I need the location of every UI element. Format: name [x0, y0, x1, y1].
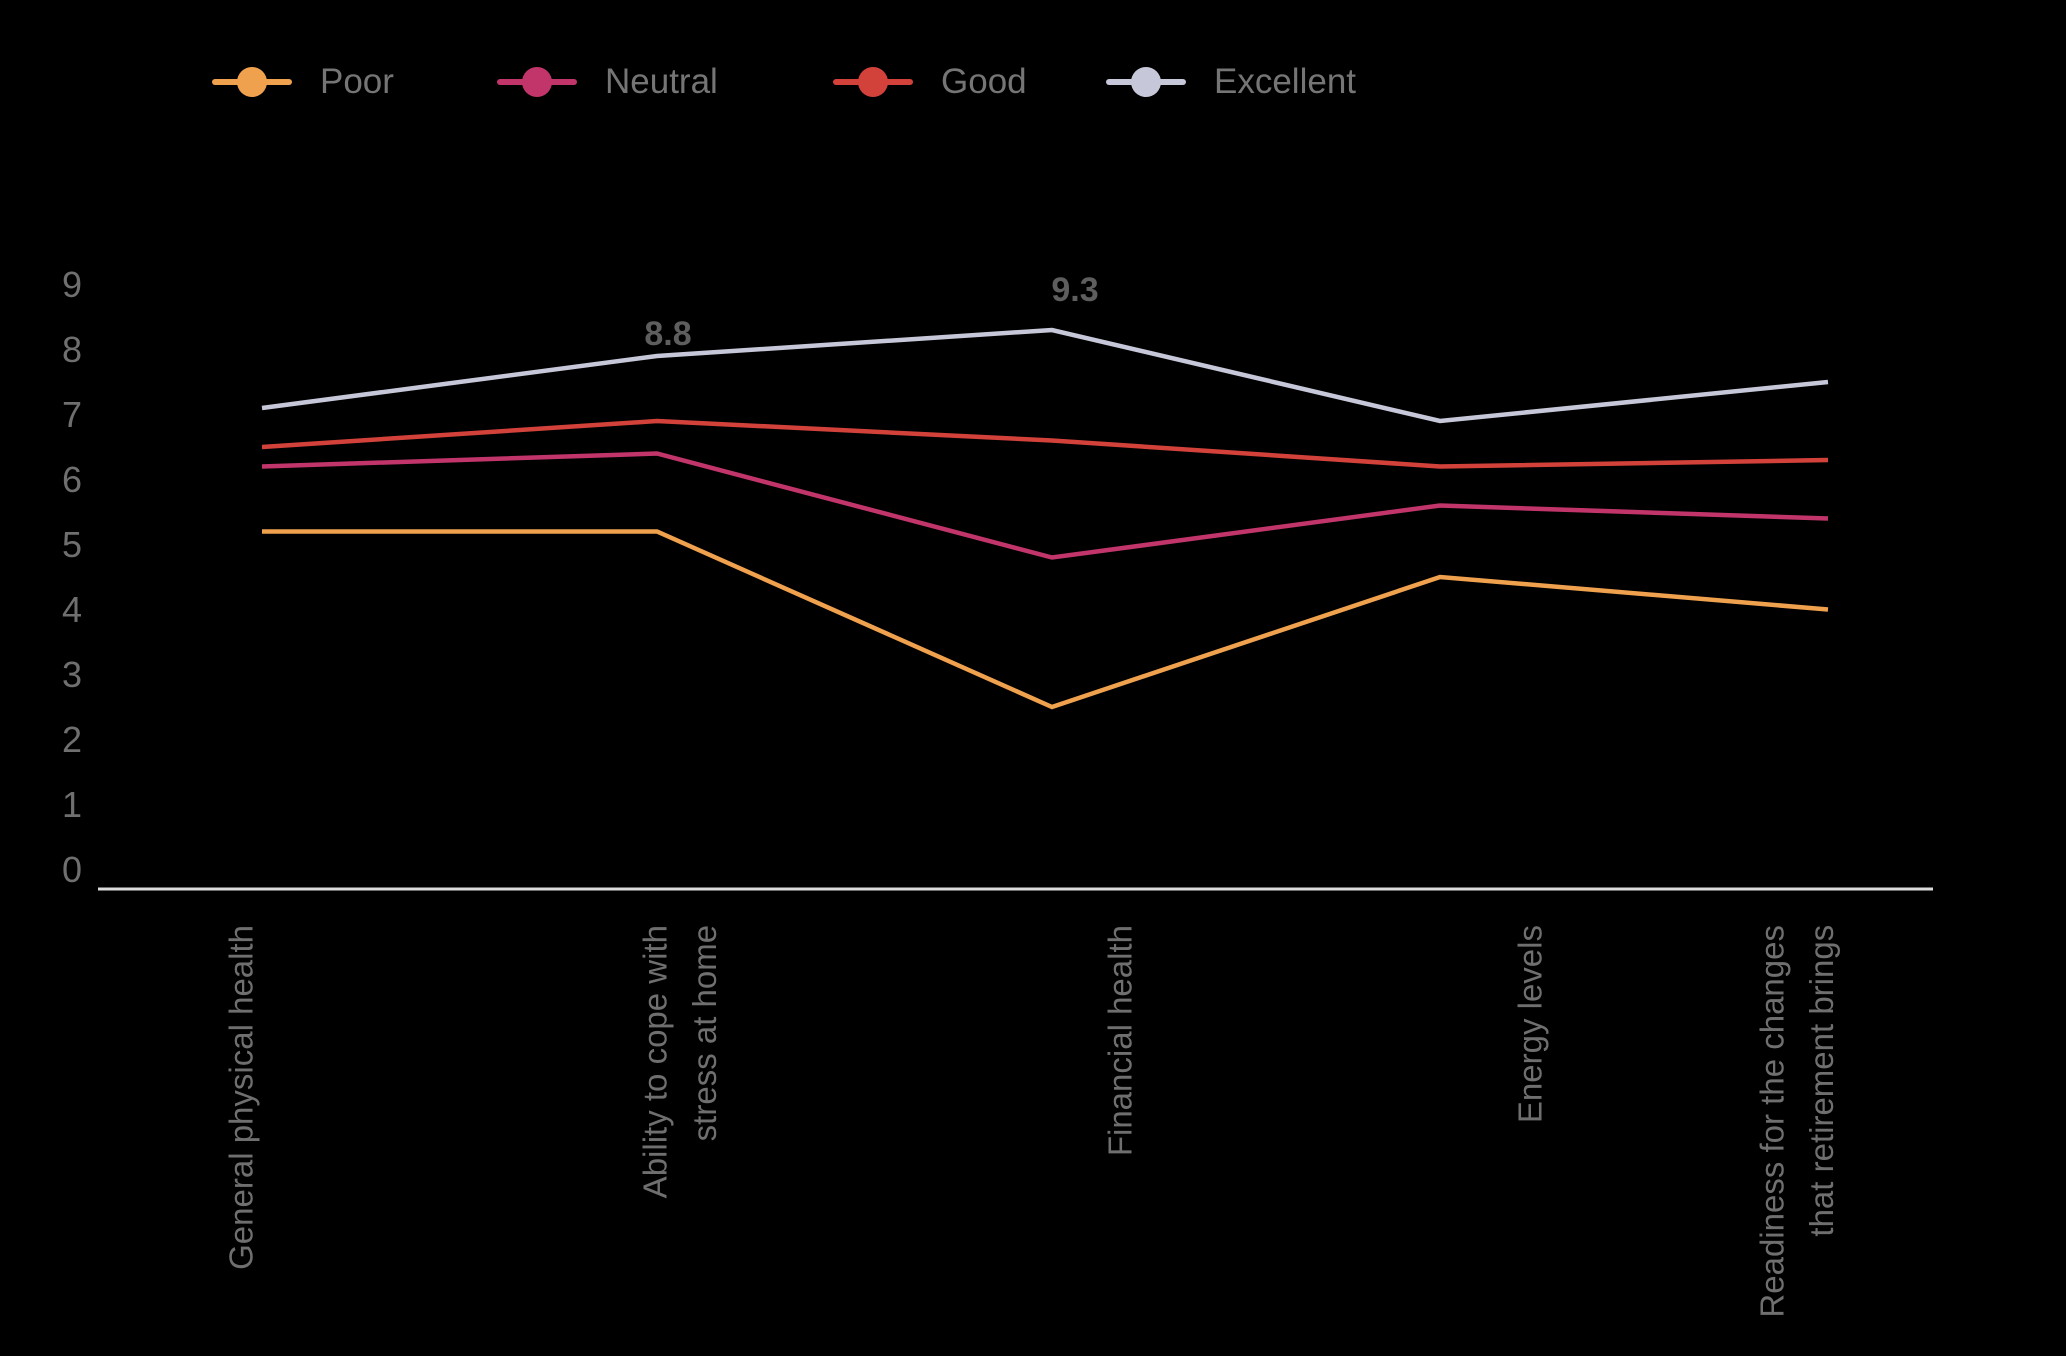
legend-marker-dot: [237, 67, 267, 97]
y-axis-tick-label: 1: [61, 783, 82, 825]
legend-item-label: Excellent: [1214, 62, 1357, 101]
legend-marker-icon: [212, 62, 292, 102]
y-axis-tick-label: 5: [61, 523, 82, 565]
chart-legend: Poor Neutral Good Excellent: [0, 0, 2066, 140]
x-axis-label: General physical health: [222, 925, 260, 1270]
legend-marker-dot: [1131, 67, 1161, 97]
y-axis-tick-label: 3: [61, 653, 82, 695]
series-line-poor: [262, 529, 1829, 710]
legend-marker-icon: [833, 62, 913, 102]
y-axis-tick-label: 0: [61, 848, 82, 890]
x-axis-label: Energy levels: [1511, 925, 1549, 1124]
data-label: 9.3: [1051, 271, 1099, 309]
y-axis-tick-label: 9: [61, 263, 82, 305]
legend-item-excellent[interactable]: Excellent: [1106, 62, 1356, 102]
legend-item-neutral[interactable]: Neutral: [497, 62, 718, 102]
x-axis-label: Ability to cope with stress at home: [636, 925, 724, 1199]
legend-item-label: Poor: [320, 62, 394, 101]
legend-marker-dot: [522, 67, 552, 97]
legend-item-label: Neutral: [605, 62, 718, 101]
y-axis-tick-label: 6: [61, 458, 82, 500]
legend-marker-icon: [497, 62, 577, 102]
x-axis-label: Readiness for the changes that retirement…: [1753, 925, 1841, 1318]
y-axis-tick-label: 4: [61, 588, 82, 630]
y-axis-tick-label: 7: [61, 393, 82, 435]
y-axis-tick-label: 8: [61, 328, 82, 370]
legend-item-poor[interactable]: Poor: [212, 62, 394, 102]
legend-marker-dot: [858, 67, 888, 97]
legend-item-label: Good: [941, 62, 1027, 101]
y-axis-tick-label: 2: [61, 718, 82, 760]
data-label: 8.8: [644, 315, 692, 353]
legend-item-good[interactable]: Good: [833, 62, 1027, 102]
series-line-excellent: [261, 327, 1829, 424]
series-line-neutral: [261, 451, 1829, 560]
legend-marker-icon: [1106, 62, 1186, 102]
series-line-good: [261, 418, 1829, 469]
x-axis-label: Financial health: [1101, 925, 1139, 1157]
